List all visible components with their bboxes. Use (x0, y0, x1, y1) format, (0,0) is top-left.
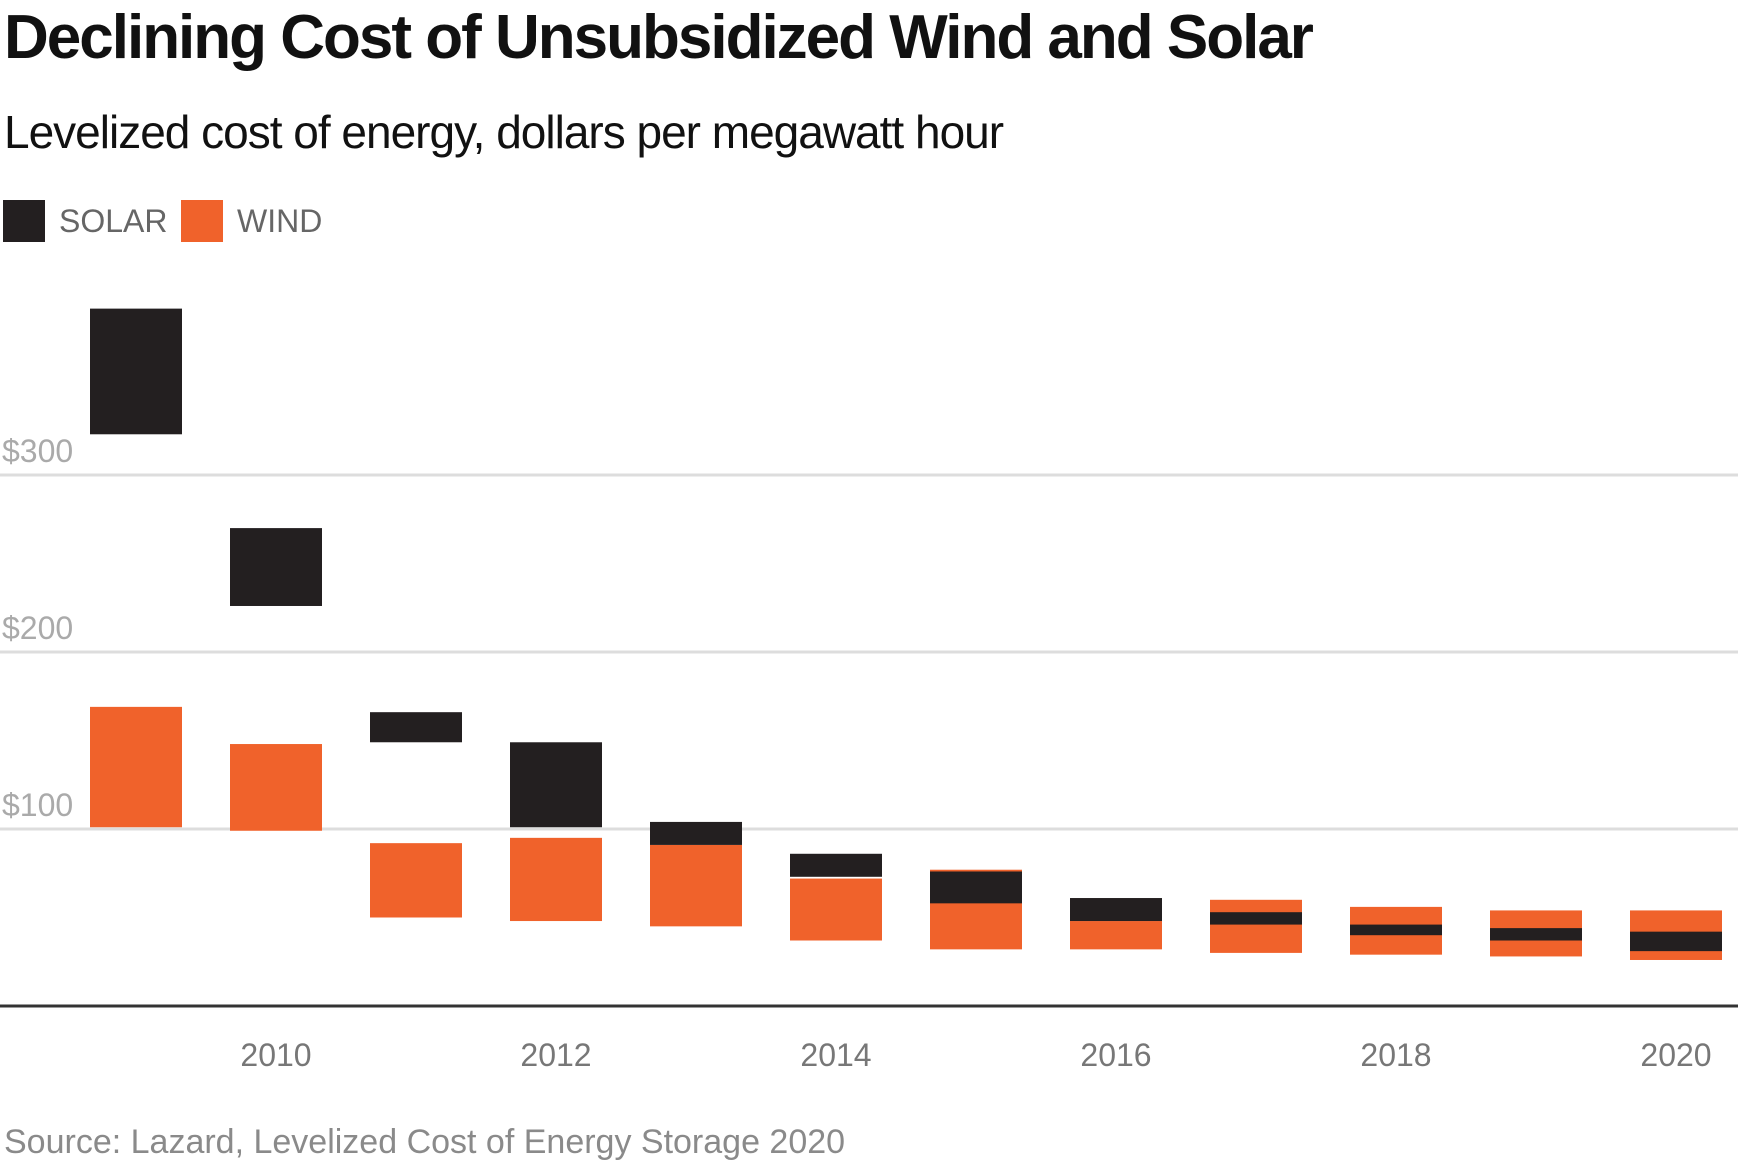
bar-solar-2014 (790, 853, 882, 877)
legend-swatch-solar (3, 200, 45, 242)
bar-wind-2009 (90, 706, 182, 828)
x-tick-label-2014: 2014 (800, 1037, 871, 1073)
bar-solar-2013 (650, 821, 742, 845)
x-tick-label-2020: 2020 (1640, 1037, 1711, 1073)
bar-wind-2012 (510, 837, 602, 922)
chart-plot: $100 $200 $300 2010 2012 2014 2016 2018 2020 (0, 308, 1738, 1073)
bar-solar-2009 (90, 308, 182, 435)
legend-label-wind: WIND (237, 202, 323, 239)
bars (90, 308, 1722, 960)
x-tick-label-2010: 2010 (240, 1037, 311, 1073)
legend-swatch-wind (181, 200, 223, 242)
legend-label-solar: SOLAR (59, 202, 168, 239)
x-tick-label-2012: 2012 (520, 1037, 591, 1073)
chart-title: Declining Cost of Unsubsidized Wind and … (4, 3, 1314, 72)
y-tick-label: $300 (2, 433, 73, 469)
bar-solar-2020 (1630, 931, 1722, 952)
bar-wind-2011 (370, 843, 462, 918)
bar-solar-2011 (370, 712, 462, 743)
bar-wind-2013 (650, 844, 742, 927)
bar-solar-2016 (1070, 898, 1162, 922)
bar-solar-2017 (1210, 912, 1302, 925)
x-tick-label-2016: 2016 (1080, 1037, 1151, 1073)
bar-solar-2019 (1490, 928, 1582, 941)
y-tick-label: $200 (2, 610, 73, 646)
bar-wind-2017 (1210, 899, 1302, 953)
chart-subtitle: Levelized cost of energy, dollars per me… (4, 106, 1004, 158)
legend-item-solar: SOLAR (3, 200, 167, 242)
bar-solar-2012 (510, 742, 602, 828)
bar-solar-2015 (930, 871, 1022, 904)
bar-wind-2010 (230, 744, 322, 831)
x-tick-label-2018: 2018 (1360, 1037, 1431, 1073)
bar-solar-2010 (230, 528, 322, 606)
x-axis: 2010 2012 2014 2016 2018 2020 (0, 1004, 1738, 1073)
bar-solar-2018 (1350, 924, 1442, 936)
bar-wind-2016 (1070, 921, 1162, 950)
chart-source: Source: Lazard, Levelized Cost of Energy… (4, 1123, 846, 1161)
legend-item-wind: WIND (181, 200, 322, 242)
bar-wind-2014 (790, 878, 882, 941)
y-tick-label: $100 (2, 787, 73, 823)
